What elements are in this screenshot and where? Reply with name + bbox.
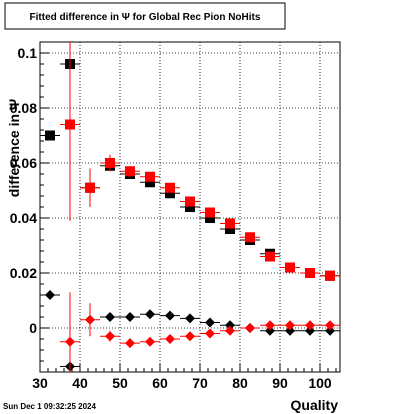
x-tick-label: 50: [112, 375, 128, 391]
x-tick-label: 40: [72, 375, 88, 391]
data-point: [325, 325, 335, 336]
y-tick-label: 0.06: [10, 155, 37, 171]
ticks: [39, 41, 337, 373]
data-point: [65, 119, 75, 130]
title-box: Fitted difference in Ψ for Global Rec Pi…: [4, 2, 286, 30]
data-point: [185, 313, 195, 324]
y-tick-label: 0.1: [18, 45, 38, 61]
chart-title: Fitted difference in Ψ for Global Rec Pi…: [30, 12, 261, 23]
data-point: [125, 338, 135, 349]
data-point: [185, 196, 195, 207]
data-point: [325, 320, 335, 331]
data-point: [105, 331, 115, 342]
data-point: [205, 328, 215, 339]
data-point: [145, 309, 155, 320]
x-tick-label: 30: [32, 375, 48, 391]
data-point: [265, 251, 275, 262]
x-tick-label: 80: [232, 375, 248, 391]
data-point: [305, 325, 315, 336]
data-point: [225, 320, 235, 331]
data-point: [185, 202, 195, 212]
data-point: [105, 158, 115, 168]
series-1: [60, 42, 340, 281]
x-tick-label: 60: [152, 375, 168, 391]
data-marks: [40, 42, 340, 372]
data-point: [165, 334, 175, 344]
data-point: [225, 325, 235, 336]
data-point: [125, 166, 135, 177]
x-tick-label: 70: [192, 375, 208, 391]
x-tick-label: 100: [308, 375, 332, 391]
data-point: [225, 224, 235, 234]
data-point: [105, 312, 115, 322]
data-point: [245, 323, 255, 333]
series-2: [40, 290, 340, 372]
data-point: [145, 177, 155, 188]
data-point: [45, 130, 55, 141]
grid: [40, 42, 340, 372]
data-point: [285, 320, 295, 331]
y-tick-label: 0.04: [10, 210, 37, 226]
y-axis-label: difference in Ψ: [6, 99, 22, 197]
data-point: [305, 268, 315, 278]
series-0: [40, 58, 340, 281]
timestamp: Sun Dec 1 09:32:25 2024: [3, 402, 96, 411]
data-point: [285, 262, 295, 273]
data-point: [305, 320, 315, 331]
data-point: [265, 320, 275, 331]
data-point: [225, 218, 235, 229]
x-axis-label: Quality: [291, 397, 339, 413]
y-tick-label: 0.02: [10, 265, 37, 281]
data-point: [245, 232, 255, 243]
y-tick-label: 0: [29, 320, 37, 336]
data-point: [325, 270, 335, 281]
series-3: [60, 292, 340, 372]
data-point: [145, 336, 155, 347]
data-point: [145, 171, 155, 182]
data-point: [45, 290, 55, 300]
data-point: [205, 213, 215, 223]
data-point: [65, 336, 75, 347]
data-point: [205, 317, 215, 328]
data-point: [185, 331, 195, 342]
data-point: [125, 312, 135, 322]
data-point: [205, 207, 215, 218]
data-point: [165, 182, 175, 193]
data-point: [85, 182, 95, 193]
data-point: [285, 325, 295, 336]
data-point: [85, 314, 95, 325]
x-tick-label: 90: [272, 375, 288, 391]
tick-labels: 30 40 50 60 70 80 90 100 0 0.02 0.04 0.06 0.08 0.1: [10, 45, 332, 391]
data-point: [265, 325, 275, 336]
data-point: [165, 310, 175, 321]
y-tick-label: 0.08: [10, 100, 37, 116]
data-point: [165, 188, 175, 199]
